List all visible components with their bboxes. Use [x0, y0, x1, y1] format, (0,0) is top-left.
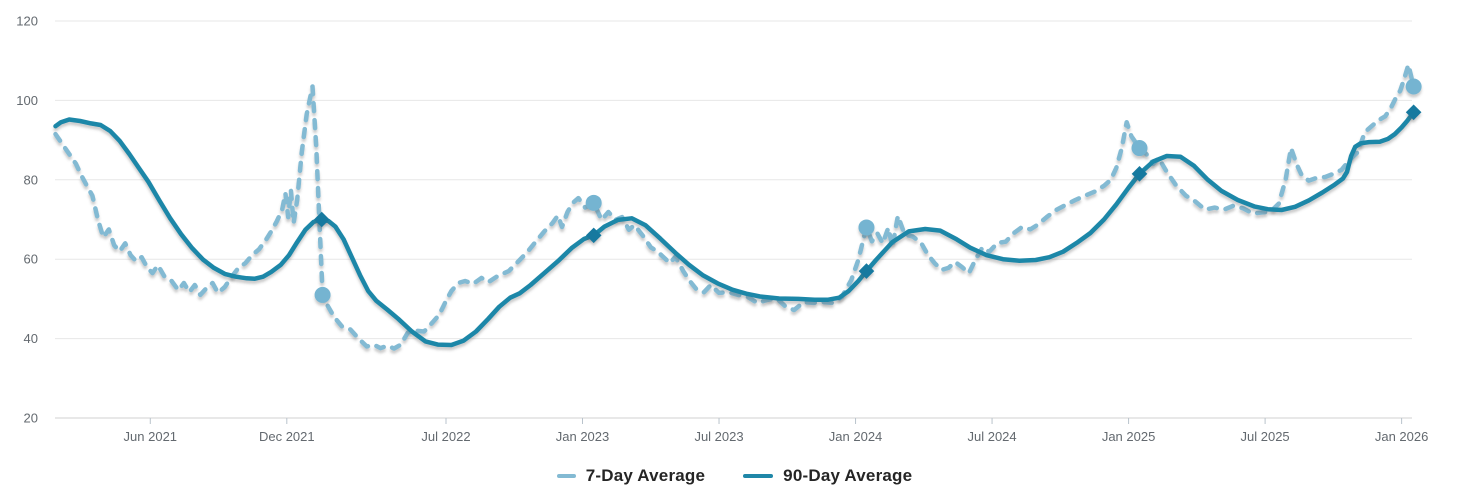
x-axis-label: Jul 2022 — [421, 429, 470, 444]
chart-canvas: 20 40 60 80 100 120 Jun 2021 Dec 2021 Jul 2022 Ja… — [16, 14, 1429, 445]
marker-circle-7-day-average — [585, 194, 602, 211]
x-axis-label: Jan 2024 — [829, 429, 883, 444]
chart-legend: 7-Day Average 90-Day Average — [0, 456, 1469, 496]
series-line-7-day-average — [53, 62, 1416, 351]
legend-swatch-7-day-icon — [556, 474, 576, 478]
x-axis-label: Jul 2023 — [694, 429, 743, 444]
marker-diamond-90-day-average — [1405, 104, 1422, 121]
x-axis-label: Jun 2021 — [124, 429, 178, 444]
x-axis-label: Jul 2025 — [1241, 429, 1290, 444]
y-axis-label: 80 — [24, 172, 38, 187]
marker-circle-7-day-average — [314, 286, 331, 303]
legend-swatch-90-day-icon — [743, 474, 774, 478]
legend-item-90-day-average[interactable]: 90-Day Average — [743, 466, 912, 486]
series-line-90-day-average — [53, 110, 1416, 348]
y-axis-label: 20 — [24, 411, 38, 426]
marker-diamond-90-day-average — [313, 211, 330, 228]
y-axis-label: 60 — [24, 252, 38, 267]
marker-diamond-90-day-average — [585, 227, 602, 244]
y-axis-label: 120 — [16, 14, 38, 29]
x-axis-label: Jan 2025 — [1102, 429, 1156, 444]
x-axis-label: Dec 2021 — [259, 429, 315, 444]
legend-label-90-day-average: 90-Day Average — [783, 466, 913, 485]
legend-item-7-day-average[interactable]: 7-Day Average — [556, 466, 706, 486]
x-axis-label: Jul 2024 — [967, 429, 1016, 444]
marker-diamond-90-day-average — [858, 263, 875, 279]
marker-diamond-90-day-average — [1131, 166, 1148, 182]
y-axis-label: 100 — [16, 93, 38, 108]
marker-circle-7-day-average — [1131, 140, 1148, 157]
x-axis-label: Jan 2023 — [556, 429, 610, 444]
marker-circle-7-day-average — [1405, 78, 1422, 95]
y-axis-label: 40 — [24, 331, 38, 346]
x-axis-label: Jan 2026 — [1375, 429, 1429, 444]
marker-circle-7-day-average — [858, 219, 875, 236]
legend-label-7-day-average: 7-Day Average — [585, 466, 706, 485]
